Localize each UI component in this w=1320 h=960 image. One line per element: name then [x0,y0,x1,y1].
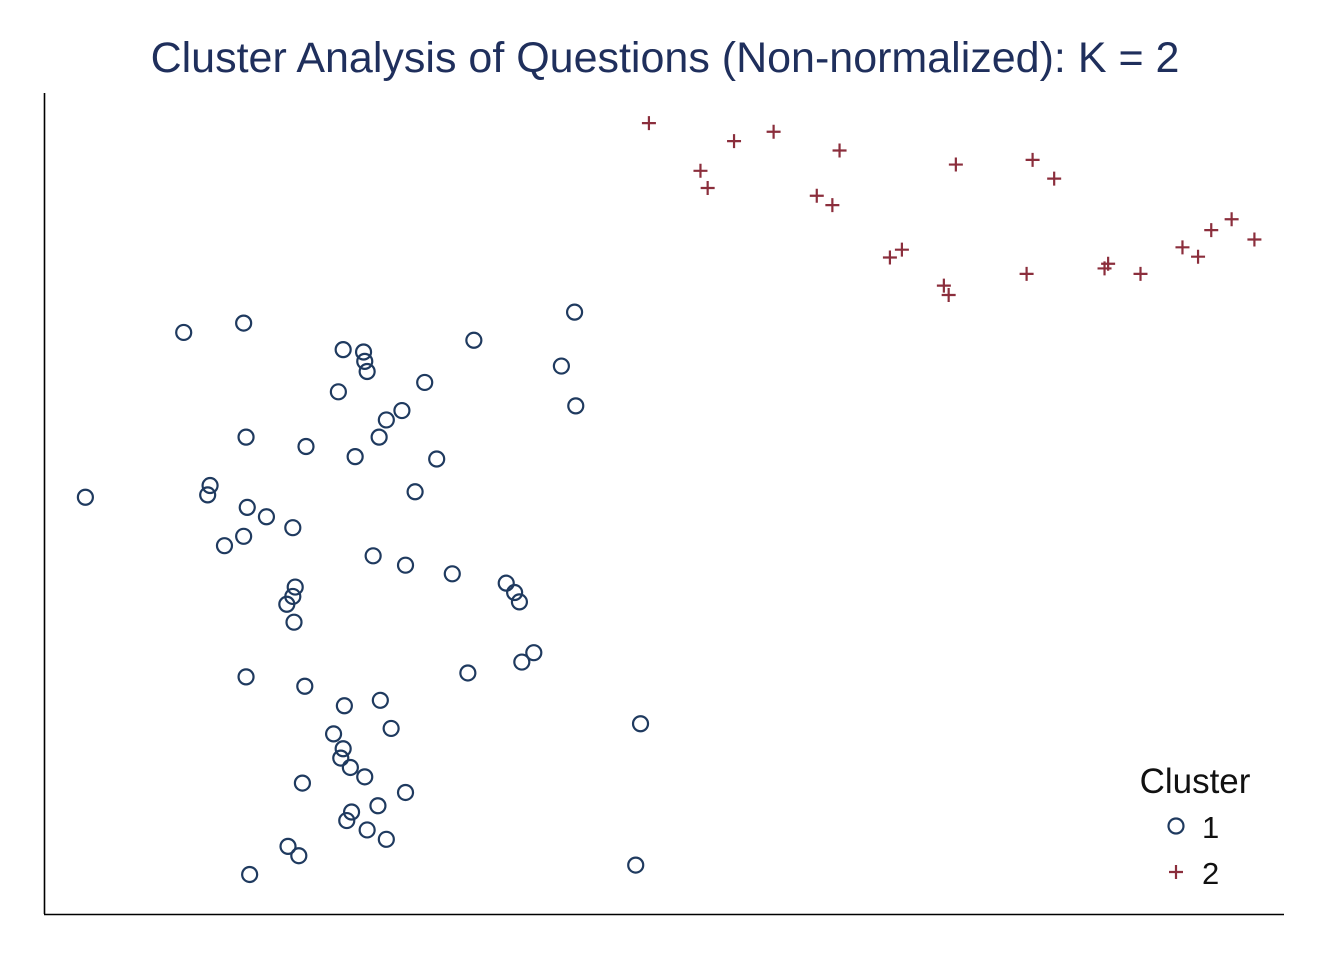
cluster-2-point [1175,240,1190,255]
legend-entries: 12 [1167,810,1219,891]
cluster-1-point [356,352,374,370]
cluster-1-point [377,830,395,848]
cluster-1-point [631,715,650,733]
legend-marker-cluster-1 [1167,817,1185,835]
cluster-1-point [356,768,374,786]
cluster-2-point [1101,256,1116,271]
cluster-1-point [377,411,395,429]
cluster-2-point [693,163,708,178]
cluster-1-point [235,527,253,545]
cluster-2-point [941,287,956,302]
cluster-1-point [284,587,302,606]
cluster-1-point [335,697,353,715]
cluster-1-point [241,865,259,884]
cluster-1-point [459,664,477,682]
cluster-1-point [235,314,253,332]
cluster-1-point [358,821,376,839]
cluster-2-point [825,198,840,213]
cluster-1-point [342,803,361,821]
cluster-2-point [1019,266,1034,281]
cluster-1-point [334,740,352,758]
cluster-1-point [510,593,529,611]
cluster-1-point [237,668,255,686]
cluster-2-point [727,134,742,149]
cluster-1-point [627,856,645,874]
cluster-1-point [369,797,387,815]
cluster-2-point [832,143,847,158]
cluster-2-point [948,157,963,172]
scatter-points [76,116,1262,884]
cluster-1-point [382,719,400,738]
cluster-2-point [809,188,824,203]
cluster-1-point [237,428,255,446]
cluster-1-point [406,483,424,501]
cluster-1-point [552,357,570,375]
cluster-1-point [334,341,352,359]
cluster-1-point [525,644,543,662]
legend-label-cluster-1: 1 [1202,810,1219,845]
cluster-1-point [565,303,584,321]
cluster-1-point [297,437,315,456]
cluster-1-point [497,574,515,592]
cluster-2-point [894,242,909,257]
cluster-1-point [290,847,308,865]
cluster-2-point [1133,266,1148,281]
chart-title: Cluster Analysis of Questions (Non-norma… [150,34,1180,82]
cluster-1-point [215,537,234,555]
legend: Cluster 12 [1140,762,1251,891]
cluster-1-point [341,758,359,777]
cluster-1-point [354,343,373,361]
cluster-1-point [364,547,382,565]
cluster-2-point [1204,223,1219,238]
cluster-2-point [936,278,951,293]
cluster-1-point [238,498,256,517]
cluster-1-point [324,725,343,743]
legend-title: Cluster [1140,762,1251,801]
cluster-1-point [279,837,297,855]
cluster-1-point [338,811,356,830]
cluster-2-point [766,124,781,139]
cluster-2-point [1047,171,1062,186]
cluster-1-point [370,428,388,446]
cluster-1-point [329,383,347,401]
cluster-1-point [175,323,193,342]
cluster-1-point [396,783,415,802]
cluster-1-point [284,519,302,537]
legend-label-cluster-2: 2 [1202,856,1219,891]
cluster-1-point [201,476,219,495]
cluster-1-point [76,488,94,506]
cluster-1-point [296,677,314,695]
cluster-1-point [332,749,350,767]
cluster-1-point [513,653,531,671]
cluster-2-point [641,116,656,131]
cluster-1-point [416,373,434,392]
cluster-1-point [428,450,446,468]
cluster-1-point [443,565,461,583]
cluster-1-point [567,397,585,415]
cluster-2-point [882,250,897,265]
cluster-1-point [257,508,276,526]
cluster-1-point [199,486,217,504]
cluster-1-point [346,448,364,466]
cluster-1-point [285,613,303,631]
cluster-2-point [1247,232,1262,247]
cluster-1-point [371,691,389,709]
cluster-1-point [465,331,483,349]
cluster-1-point [358,362,376,381]
cluster-2-point [1025,152,1040,167]
cluster-2-point [1224,212,1239,227]
legend-marker-cluster-2 [1169,865,1183,879]
cluster-1-point [506,583,524,602]
cluster-1-point [286,578,304,596]
cluster-1-point [393,401,411,420]
cluster-2-point [1191,249,1206,264]
cluster-2-point [700,180,715,195]
cluster-1-point [396,556,415,574]
cluster-1-point [293,774,312,792]
